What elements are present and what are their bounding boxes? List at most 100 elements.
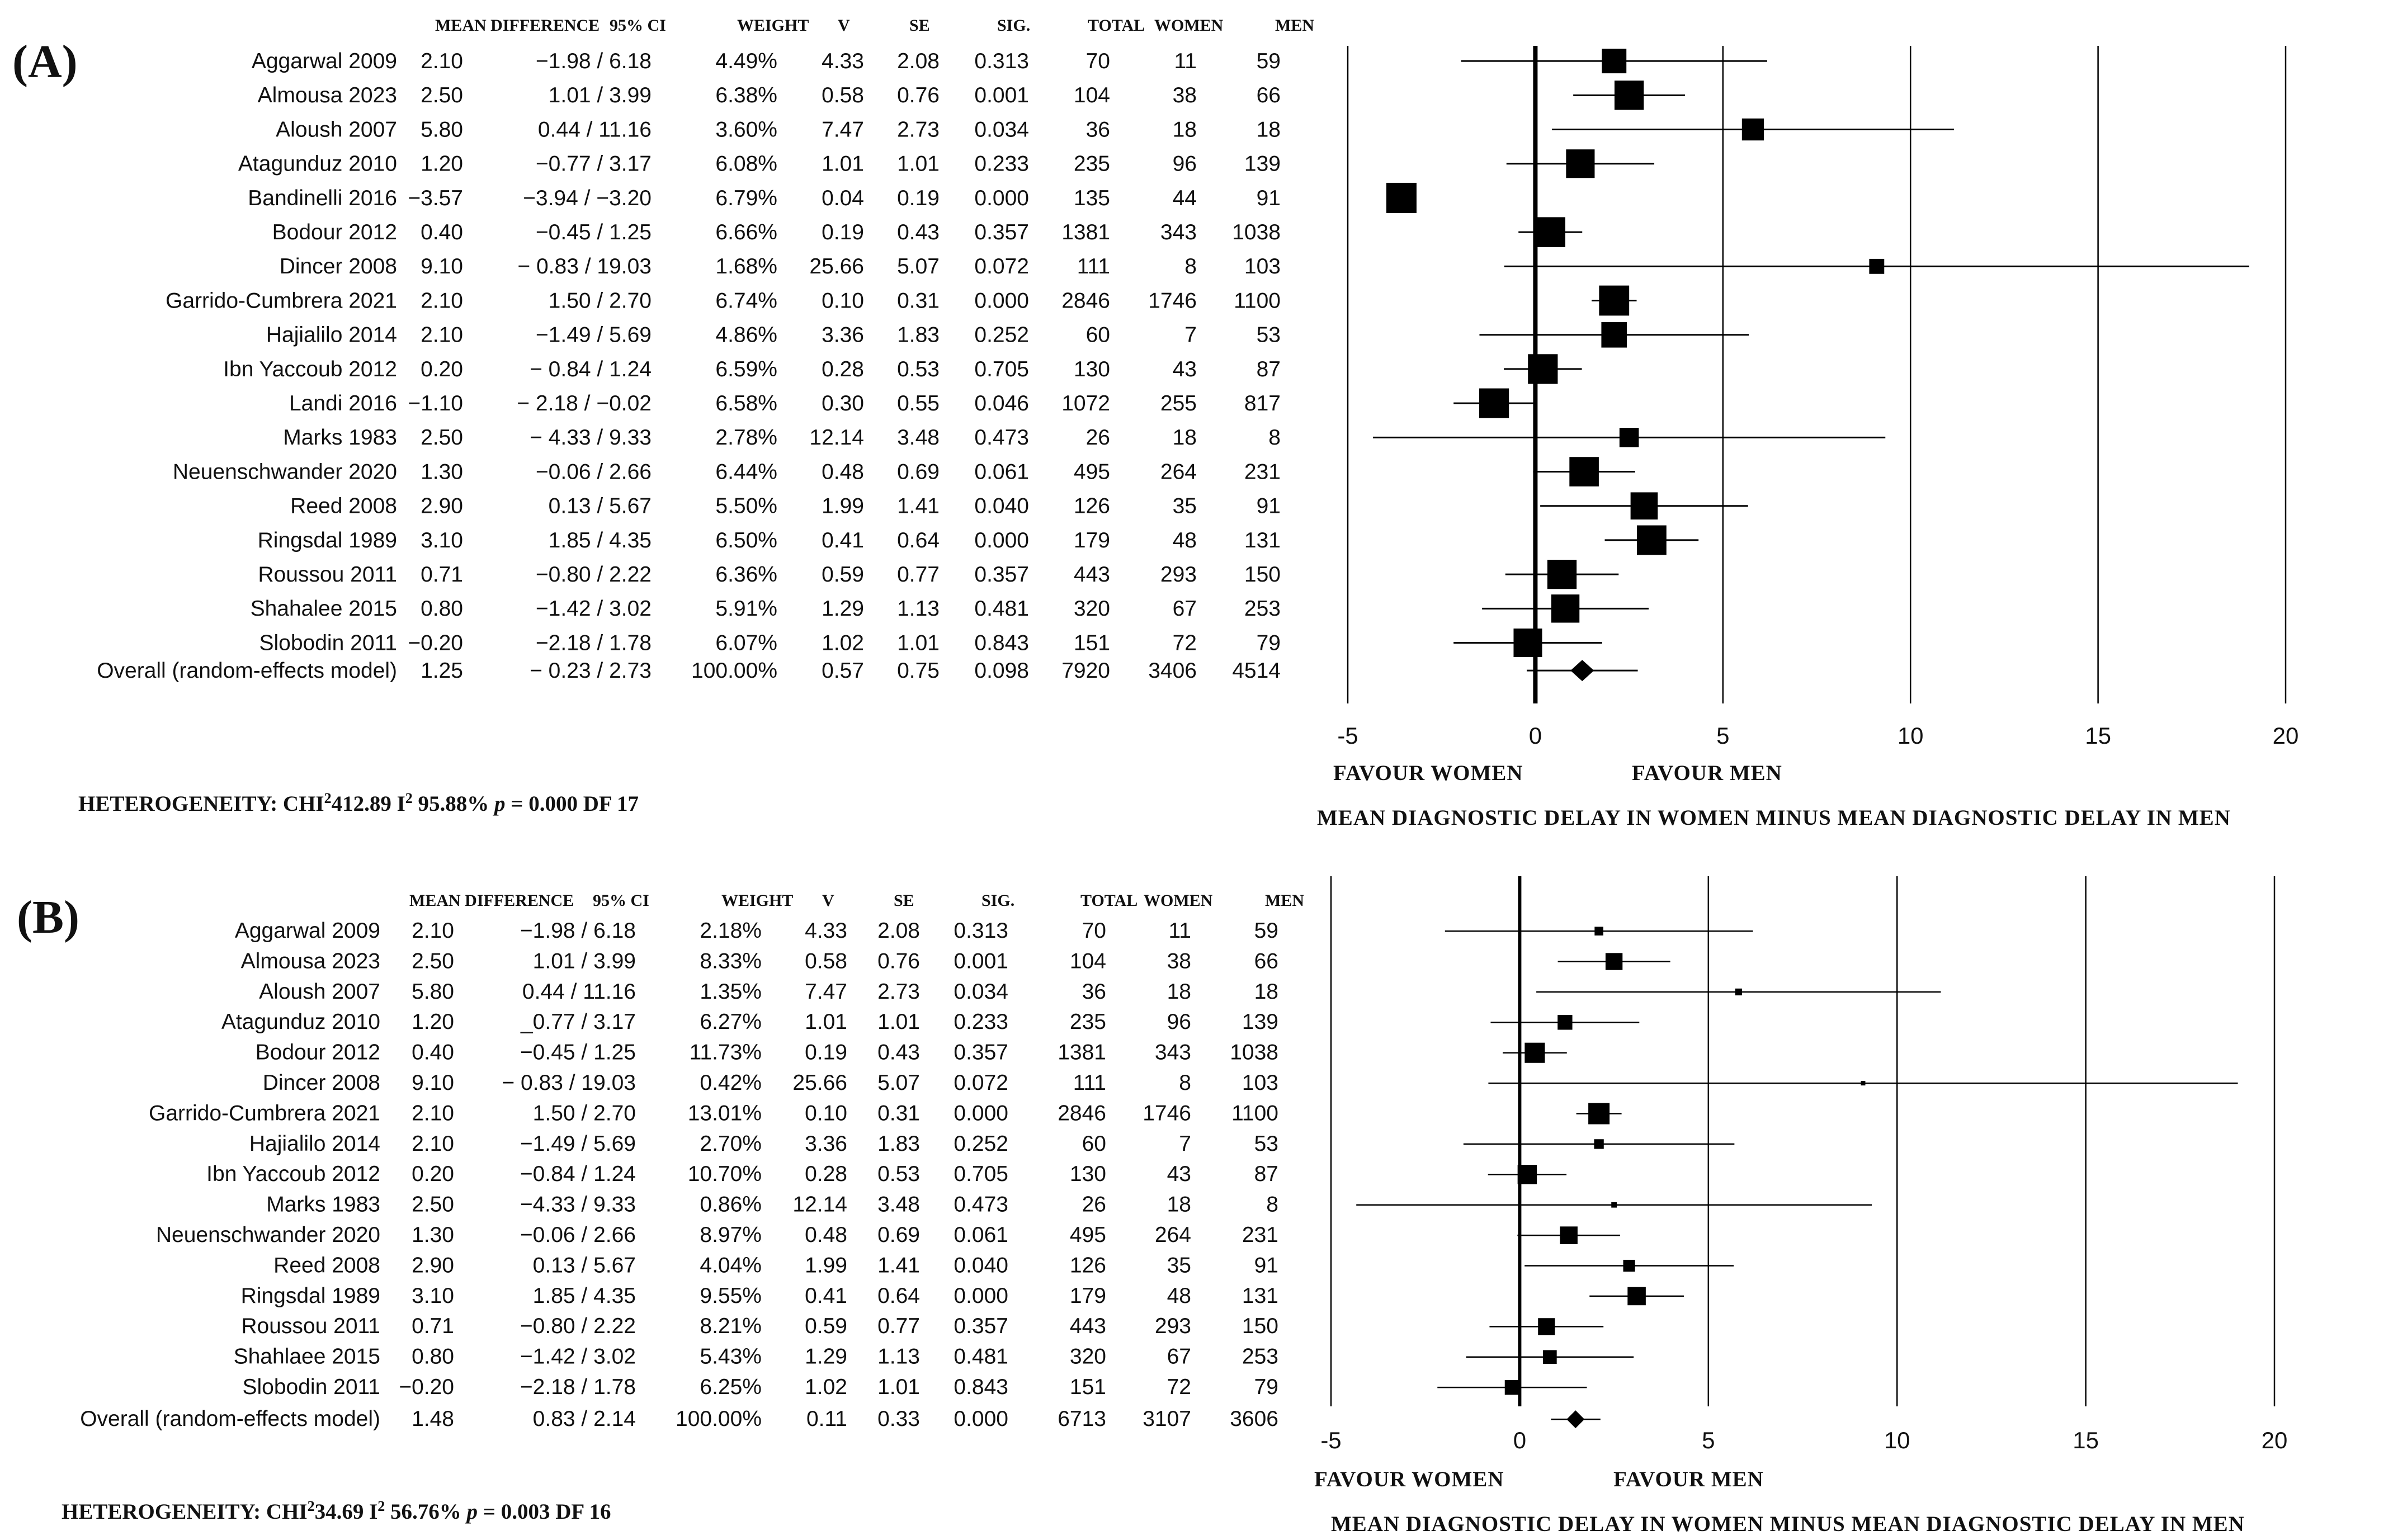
table-row: Atagunduz 2010 1.20 −0.77 / 3.17 6.08% 1.01 1…	[238, 152, 1281, 176]
effect-square	[1566, 149, 1595, 178]
se-value: 5.07	[877, 1071, 920, 1095]
mean-difference-value: 0.71	[421, 563, 463, 587]
study-name: Garrido-Cumbrera 2021	[149, 1101, 380, 1125]
effect-square	[1630, 492, 1658, 520]
v-value: 4.33	[822, 49, 864, 73]
weight-value: 13.01%	[688, 1101, 762, 1125]
total-value: 126	[1070, 1253, 1106, 1277]
total-value: 111	[1077, 254, 1110, 278]
se-value: 1.83	[877, 1132, 920, 1156]
se-value: 1.01	[877, 1375, 920, 1399]
ci-value: −4.33 / 9.33	[520, 1193, 636, 1217]
ci-value: 0.44 / 11.16	[522, 980, 636, 1004]
total-value: 70	[1086, 49, 1110, 73]
weight-value: 6.74%	[715, 289, 777, 313]
se-value: 0.31	[897, 289, 940, 313]
column-header: SIG.	[981, 891, 1014, 910]
x-tick-label: 0	[1529, 722, 1542, 749]
table-row: Aggarwal 2009 2.10 −1.98 / 6.18 2.18% 4.33 2.…	[235, 919, 1278, 943]
total-value: 443	[1074, 563, 1110, 587]
se-value: 1.41	[877, 1253, 920, 1277]
men-value: 87	[1254, 1162, 1278, 1186]
table-row: Almousa 2023 2.50 1.01 / 3.99 6.38% 0.58 0.76…	[258, 83, 1281, 107]
overall-diamond	[1566, 1410, 1585, 1429]
women-value: 11	[1169, 919, 1192, 943]
v-value: 7.47	[822, 117, 864, 141]
table-row: Neuenschwander 2020 1.30 −0.06 / 2.66 8.97%…	[156, 1223, 1278, 1247]
men-value: 253	[1242, 1345, 1278, 1369]
weight-value: 6.66%	[715, 220, 777, 244]
effect-square	[1547, 559, 1577, 589]
weight-value: 5.50%	[715, 494, 777, 518]
women-value: 43	[1173, 357, 1197, 381]
sig-value: 0.034	[954, 980, 1008, 1004]
weight-value: 9.55%	[700, 1284, 762, 1308]
weight-value: 5.43%	[700, 1345, 762, 1369]
women-value: 3107	[1143, 1407, 1191, 1431]
ci-value: 0.83 / 2.14	[533, 1407, 636, 1431]
se-value: 3.48	[897, 426, 940, 450]
ci-value: −0.06 / 2.66	[536, 460, 652, 484]
effect-square	[1599, 285, 1630, 316]
x-axis-caption: MEAN DIAGNOSTIC DELAY IN WOMEN MINUS MEA…	[1317, 806, 2231, 830]
se-value: 0.69	[877, 1223, 920, 1247]
study-name: Ringsdal 1989	[241, 1284, 380, 1308]
v-value: 0.59	[822, 563, 864, 587]
ci-value: −0.80 / 2.22	[520, 1314, 636, 1338]
table-row: Bodour 2012 0.40 −0.45 / 1.25 11.73% 0.19 0.4…	[256, 1041, 1278, 1065]
v-value: 0.10	[822, 289, 864, 313]
women-value: 18	[1173, 426, 1197, 450]
ci-value: − 0.84 / 1.24	[530, 357, 652, 381]
weight-value: 2.78%	[715, 426, 777, 450]
total-value: 104	[1070, 949, 1106, 973]
weight-value: 6.27%	[700, 1010, 762, 1034]
effect-square	[1535, 217, 1565, 247]
x-tick-label: 10	[1898, 722, 1924, 749]
men-value: 59	[1254, 919, 1278, 943]
panel-b: (B) MEAN DIFFERENCE 95% CI WEIGHT V SE SIG. TOT…	[17, 876, 2287, 1536]
men-value: 53	[1257, 323, 1281, 347]
sig-value: 0.473	[954, 1193, 1008, 1217]
sig-value: 0.072	[974, 254, 1029, 278]
total-value: 235	[1074, 152, 1110, 176]
men-value: 1100	[1231, 1101, 1278, 1125]
men-value: 91	[1257, 186, 1281, 210]
women-value: 38	[1173, 83, 1197, 107]
sig-value: 0.473	[974, 426, 1029, 450]
ci-value: −1.49 / 5.69	[536, 323, 652, 347]
study-name: Marks 1983	[266, 1193, 380, 1217]
men-value: 1100	[1234, 289, 1281, 313]
se-value: 1.83	[897, 323, 940, 347]
men-value: 8	[1266, 1193, 1278, 1217]
total-value: 320	[1070, 1345, 1106, 1369]
column-header: SE	[894, 891, 914, 910]
column-header: 95% CI	[593, 891, 649, 910]
se-value: 2.73	[897, 117, 940, 141]
v-value: 1.01	[805, 1010, 847, 1034]
x-tick-label: 5	[1716, 722, 1729, 749]
sig-value: 0.046	[974, 391, 1029, 415]
men-value: 231	[1244, 460, 1281, 484]
sig-value: 0.040	[954, 1253, 1008, 1277]
mean-difference-value: 0.20	[412, 1162, 454, 1186]
table-row: Bandinelli 2016 −3.57 −3.94 / −3.20 6.79% 0.…	[248, 186, 1281, 210]
column-header: TOTAL	[1080, 891, 1137, 910]
mean-difference-value: −0.20	[399, 1375, 454, 1399]
total-value: 130	[1074, 357, 1110, 381]
se-value: 0.53	[897, 357, 940, 381]
mean-difference-value: 0.80	[412, 1345, 454, 1369]
women-value: 293	[1160, 563, 1197, 587]
weight-value: 0.86%	[700, 1193, 762, 1217]
column-header: 95% CI	[610, 16, 666, 35]
sig-value: 0.040	[974, 494, 1029, 518]
table-row: Aggarwal 2009 2.10 −1.98 / 6.18 4.49% 4.33 2.…	[252, 49, 1281, 73]
men-value: 59	[1257, 49, 1281, 73]
women-value: 18	[1173, 117, 1197, 141]
total-value: 36	[1086, 117, 1110, 141]
sig-value: 0.001	[954, 949, 1008, 973]
men-value: 103	[1244, 254, 1281, 278]
women-value: 343	[1155, 1041, 1191, 1065]
total-value: 1381	[1061, 220, 1110, 244]
mean-difference-value: 5.80	[421, 117, 463, 141]
x-tick-label: -5	[1320, 1427, 1341, 1453]
